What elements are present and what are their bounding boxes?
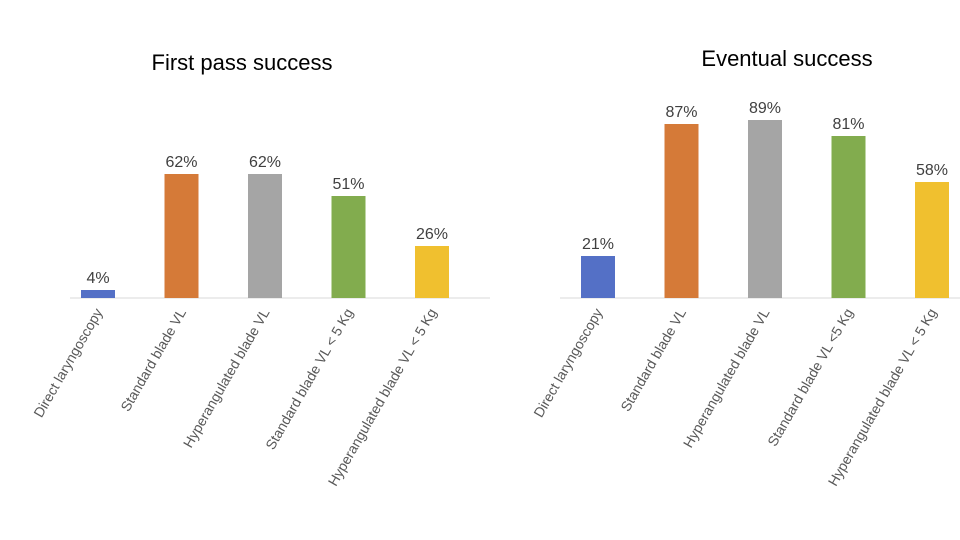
bar-series: 21% Direct laryngoscopy 87% Standard blade … <box>530 100 949 489</box>
x-tick-label: Standard blade VL <box>617 305 689 414</box>
x-tick-label: Standard blade VL <box>117 305 189 414</box>
bar <box>248 174 282 298</box>
bar <box>664 124 699 298</box>
x-tick-label: Direct laryngoscopy <box>30 306 105 420</box>
first-pass-success-chart: First pass success 4% Direct laryngoscopy… <box>30 50 490 489</box>
data-label: 87% <box>665 104 697 121</box>
bar <box>831 136 866 298</box>
x-tick-label: Standard blade VL < 5 Kg <box>262 306 356 453</box>
data-label: 81% <box>832 116 864 133</box>
data-label: 26% <box>416 226 448 243</box>
x-tick-label: Standard blade VL <5 Kg <box>764 306 856 449</box>
bar <box>915 182 949 298</box>
eventual-success-chart: Eventual success 21% Direct laryngoscopy 8… <box>530 46 960 489</box>
x-tick-label: Hyperangulated blade VL <box>180 305 273 450</box>
bar <box>81 290 115 298</box>
data-label: 62% <box>249 154 281 171</box>
data-label: 4% <box>86 270 109 287</box>
chart-title: Eventual success <box>701 46 872 71</box>
data-label: 21% <box>582 236 614 253</box>
data-label: 51% <box>332 176 364 193</box>
chart-title: First pass success <box>152 50 333 75</box>
x-tick-label: Hyperangulated blade VL <box>680 305 773 450</box>
data-label: 58% <box>916 162 948 179</box>
bar <box>415 246 449 298</box>
bar-series: 4% Direct laryngoscopy 62% Standard blade V… <box>30 154 449 489</box>
data-label: 62% <box>165 154 197 171</box>
bar <box>581 256 615 298</box>
data-label: 89% <box>749 100 781 117</box>
bar <box>331 196 366 298</box>
bar <box>164 174 199 298</box>
bar <box>748 120 782 298</box>
x-tick-label: Direct laryngoscopy <box>530 306 605 420</box>
